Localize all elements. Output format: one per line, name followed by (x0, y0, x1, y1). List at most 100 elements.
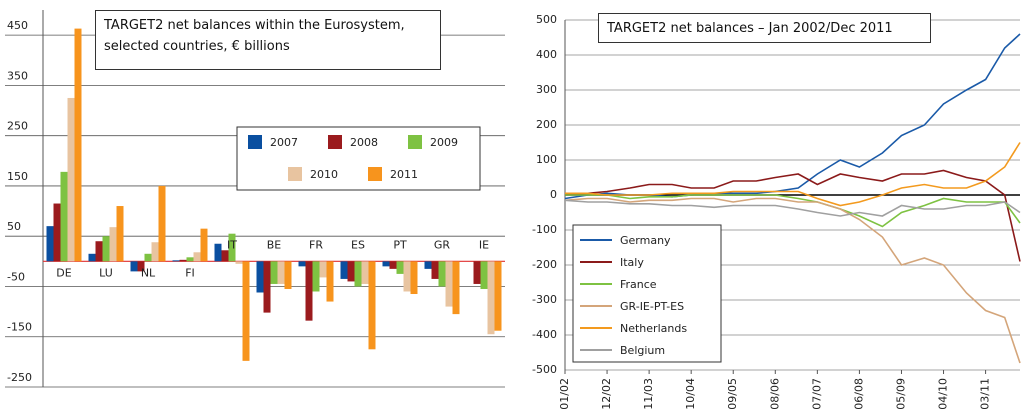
legend-label: Netherlands (620, 322, 687, 335)
x-tick-label: 05/09 (894, 378, 907, 410)
bar (137, 261, 145, 272)
bar (186, 257, 194, 262)
x-tick-label: 01/02 (558, 378, 571, 410)
x-tick-label: 08/06 (768, 378, 781, 410)
legend-label: 2007 (270, 136, 298, 149)
legend-swatch (408, 135, 422, 149)
bar (46, 226, 54, 262)
x-tick-label: FI (185, 266, 195, 279)
bar (368, 261, 376, 350)
bar (214, 243, 222, 262)
legend-label: Italy (620, 256, 644, 269)
x-tick-label: NL (141, 266, 156, 279)
y-tick-label: 150 (7, 170, 28, 183)
y-tick-label: 200 (536, 118, 557, 131)
bar (109, 227, 117, 262)
y-tick-label: 400 (536, 48, 557, 61)
legend-swatch (288, 167, 302, 181)
legend-label: 2011 (390, 168, 418, 181)
legend-box (572, 224, 722, 363)
bar (179, 259, 187, 262)
bar (431, 261, 439, 279)
chart-title: TARGET2 net balances within the Eurosyst… (95, 10, 441, 70)
bar (361, 261, 369, 284)
bar (158, 185, 166, 262)
x-tick-label: DE (56, 266, 71, 279)
line (565, 194, 1021, 228)
legend: Germany Italy France GR-IE-PT-ES Netherlands… (572, 224, 722, 363)
bar (60, 171, 68, 262)
bar (284, 261, 292, 289)
y-tick-label: -100 (532, 223, 557, 236)
bar (340, 261, 348, 279)
bar (473, 261, 481, 284)
y-tick-label: 300 (536, 83, 557, 96)
x-tick-label: 12/02 (600, 378, 613, 410)
bar (326, 261, 334, 302)
x-tick-label: 04/10 (937, 378, 950, 410)
x-tick-label: 10/04 (684, 378, 697, 410)
y-tick-label: -500 (532, 363, 557, 376)
x-tick-label: LU (99, 266, 113, 279)
y-tick-label: -150 (7, 321, 32, 334)
y-tick-label: 500 (536, 13, 557, 26)
bar (424, 261, 432, 269)
bar (347, 261, 355, 282)
x-tick-label: 03/11 (979, 378, 992, 410)
y-tick-label: 450 (7, 19, 28, 32)
bar (130, 261, 138, 272)
bar (438, 261, 446, 287)
bar (445, 261, 453, 307)
legend-label: Belgium (620, 344, 665, 357)
legend-label: 2008 (350, 136, 378, 149)
bar (494, 261, 502, 331)
bar (354, 261, 362, 287)
bar (144, 253, 152, 262)
bar (389, 261, 397, 269)
y-tick-label: -300 (532, 293, 557, 306)
bar (319, 261, 327, 278)
legend-label: 2009 (430, 136, 458, 149)
x-tick-label: IT (227, 238, 237, 251)
legend-label: GR-IE-PT-ES (620, 300, 684, 313)
bar (116, 206, 124, 262)
bar (193, 252, 201, 262)
line (564, 199, 1021, 217)
y-tick-label: -200 (532, 258, 557, 271)
legend-label: Germany (620, 234, 671, 247)
bar (242, 261, 250, 361)
bar (480, 261, 488, 289)
legend-label: France (620, 278, 657, 291)
bar (256, 261, 264, 293)
y-tick-label: -50 (7, 270, 25, 283)
bar (452, 261, 460, 315)
legend-label: 2010 (310, 168, 338, 181)
bar (67, 97, 75, 262)
bar (228, 233, 236, 262)
x-tick-label: PT (393, 238, 407, 251)
bar (221, 250, 229, 262)
bar (88, 253, 96, 262)
bar (403, 261, 411, 292)
x-tick-label: BE (267, 238, 282, 251)
x-tick-label: 06/08 (852, 378, 865, 410)
bar (235, 261, 243, 264)
y-tick-label: -250 (7, 371, 32, 384)
bar (298, 261, 306, 267)
bar (172, 260, 180, 262)
y-tick-label: 0 (550, 188, 557, 201)
x-tick-label: GR (434, 238, 451, 251)
bar (95, 241, 103, 262)
y-tick-label: 250 (7, 120, 28, 133)
legend-swatch (328, 135, 342, 149)
legend-swatch (248, 135, 262, 149)
legend-swatch (368, 167, 382, 181)
bar (277, 261, 285, 284)
line (565, 142, 1021, 207)
bar (200, 228, 208, 262)
bar (53, 203, 61, 262)
bar (74, 28, 82, 262)
bar (102, 236, 110, 262)
